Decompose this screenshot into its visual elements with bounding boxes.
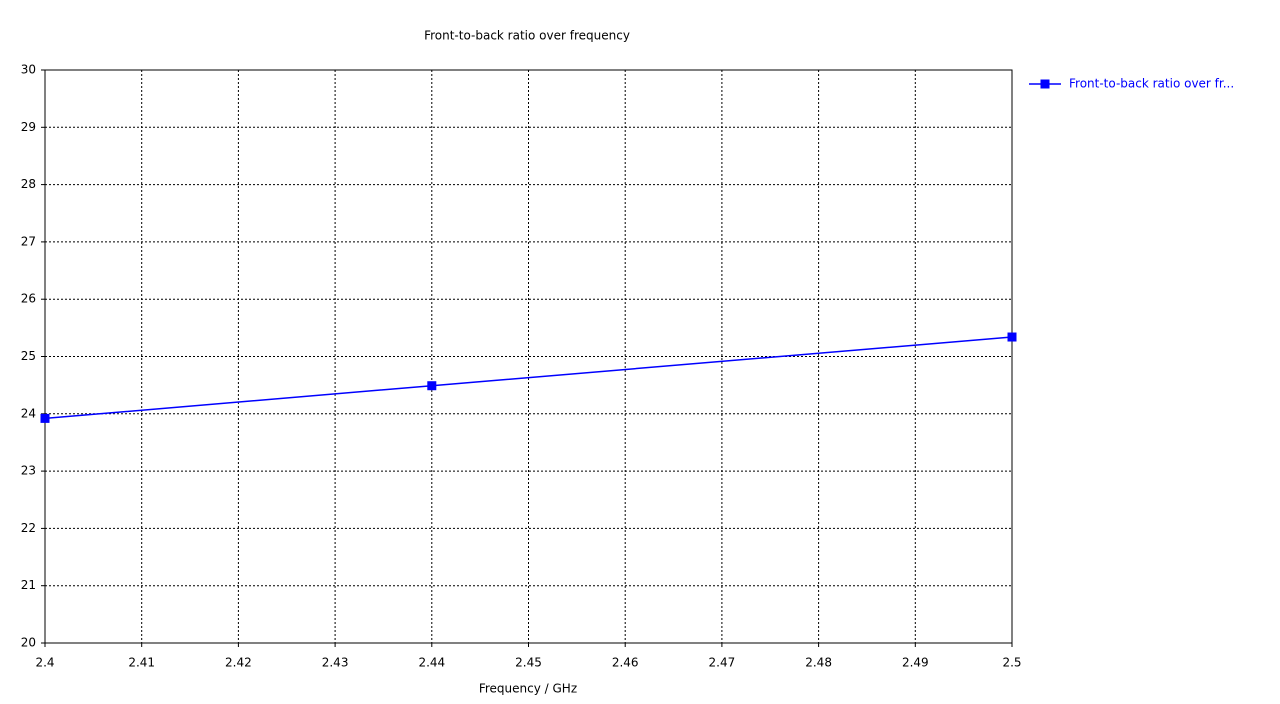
x-tick-label: 2.44: [418, 656, 445, 670]
x-tick-label: 2.41: [128, 656, 155, 670]
x-axis-label: Frequency / GHz: [479, 682, 577, 696]
chart-title: Front-to-back ratio over frequency: [424, 29, 630, 43]
x-tick-label: 2.4: [35, 656, 54, 670]
legend-label: Front-to-back ratio over fr...: [1069, 77, 1234, 91]
x-tick-label: 2.45: [515, 656, 542, 670]
y-tick-label: 29: [21, 120, 36, 134]
x-tick-label: 2.42: [225, 656, 252, 670]
y-tick-label: 22: [21, 521, 36, 535]
y-tick-label: 25: [21, 349, 36, 363]
x-tick-label: 2.47: [709, 656, 736, 670]
data-point: [40, 413, 50, 423]
x-tick-label: 2.48: [805, 656, 832, 670]
data-point: [427, 381, 437, 391]
y-tick-label: 23: [21, 464, 36, 478]
y-tick-label: 27: [21, 234, 36, 248]
x-tick-label: 2.49: [902, 656, 929, 670]
legend-marker: [1040, 79, 1050, 89]
x-tick-label: 2.46: [612, 656, 639, 670]
y-tick-label: 24: [21, 406, 36, 420]
y-tick-label: 20: [21, 636, 36, 650]
y-tick-label: 26: [21, 292, 36, 306]
y-tick-label: 28: [21, 177, 36, 191]
y-tick-label: 30: [21, 63, 36, 77]
data-point: [1007, 332, 1017, 342]
y-tick-label: 21: [21, 578, 36, 592]
x-tick-label: 2.5: [1002, 656, 1021, 670]
x-tick-label: 2.43: [322, 656, 349, 670]
